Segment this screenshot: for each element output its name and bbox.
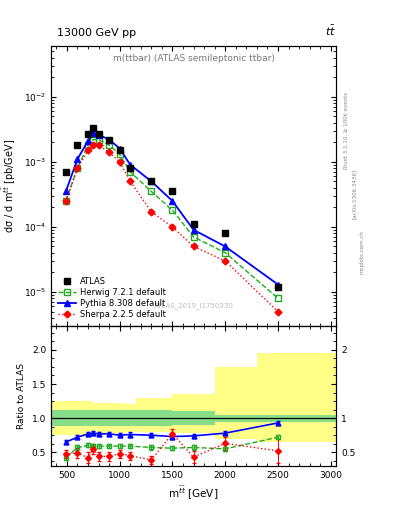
Sherpa 2.2.5 default xyxy=(223,258,228,264)
ATLAS xyxy=(275,284,280,290)
Herwig 7.2.1 default xyxy=(107,142,112,148)
Text: m(ttbar) (ATLAS semileptonic ttbar): m(ttbar) (ATLAS semileptonic ttbar) xyxy=(113,54,274,63)
Pythia 8.308 default xyxy=(64,188,68,195)
Sherpa 2.2.5 default xyxy=(86,147,90,154)
X-axis label: m$^{\bar{t}\bar{t}}$ [GeV]: m$^{\bar{t}\bar{t}}$ [GeV] xyxy=(168,485,219,502)
Sherpa 2.2.5 default xyxy=(107,149,112,155)
Herwig 7.2.1 default xyxy=(191,234,196,240)
Sherpa 2.2.5 default xyxy=(191,243,196,249)
Pythia 8.308 default xyxy=(223,243,228,249)
Pythia 8.308 default xyxy=(275,282,280,288)
Herwig 7.2.1 default xyxy=(91,136,95,142)
Y-axis label: dσ / d m$^{t\bar{t}}$ [pb/GeV]: dσ / d m$^{t\bar{t}}$ [pb/GeV] xyxy=(1,139,18,233)
Text: [arXiv:1306.3436]: [arXiv:1306.3436] xyxy=(352,169,357,219)
Pythia 8.308 default xyxy=(191,227,196,233)
Herwig 7.2.1 default xyxy=(118,152,122,158)
ATLAS xyxy=(96,131,101,137)
Sherpa 2.2.5 default xyxy=(64,198,68,204)
ATLAS xyxy=(91,125,95,131)
ATLAS xyxy=(128,165,132,171)
Text: Rivet 3.1.10, ≥ 100k events: Rivet 3.1.10, ≥ 100k events xyxy=(344,92,349,169)
Sherpa 2.2.5 default xyxy=(170,224,175,230)
ATLAS xyxy=(191,221,196,227)
Pythia 8.308 default xyxy=(170,198,175,204)
Herwig 7.2.1 default xyxy=(170,207,175,214)
Pythia 8.308 default xyxy=(75,156,80,162)
ATLAS xyxy=(170,188,175,195)
Sherpa 2.2.5 default xyxy=(91,142,95,148)
Pythia 8.308 default xyxy=(149,178,154,184)
Pythia 8.308 default xyxy=(128,162,132,168)
Text: mcplots.cern.ch: mcplots.cern.ch xyxy=(360,230,365,274)
Text: ATLAS_2019_I1750330: ATLAS_2019_I1750330 xyxy=(154,303,233,309)
Herwig 7.2.1 default xyxy=(64,198,68,204)
Line: ATLAS: ATLAS xyxy=(63,125,281,290)
ATLAS xyxy=(149,178,154,184)
Line: Herwig 7.2.1 default: Herwig 7.2.1 default xyxy=(63,137,281,301)
Herwig 7.2.1 default xyxy=(128,169,132,175)
Text: $t\bar{t}$: $t\bar{t}$ xyxy=(325,24,336,38)
Pythia 8.308 default xyxy=(118,145,122,152)
ATLAS xyxy=(223,230,228,236)
Legend: ATLAS, Herwig 7.2.1 default, Pythia 8.308 default, Sherpa 2.2.5 default: ATLAS, Herwig 7.2.1 default, Pythia 8.30… xyxy=(55,274,169,322)
Line: Sherpa 2.2.5 default: Sherpa 2.2.5 default xyxy=(63,143,280,314)
Herwig 7.2.1 default xyxy=(275,295,280,302)
Sherpa 2.2.5 default xyxy=(75,165,80,171)
Line: Pythia 8.308 default: Pythia 8.308 default xyxy=(63,130,281,287)
Sherpa 2.2.5 default xyxy=(128,178,132,184)
ATLAS xyxy=(118,147,122,154)
ATLAS xyxy=(64,169,68,175)
Sherpa 2.2.5 default xyxy=(96,142,101,148)
Text: 13000 GeV pp: 13000 GeV pp xyxy=(57,28,136,38)
Sherpa 2.2.5 default xyxy=(118,159,122,165)
Pythia 8.308 default xyxy=(96,132,101,138)
Pythia 8.308 default xyxy=(107,136,112,142)
Pythia 8.308 default xyxy=(86,138,90,144)
Herwig 7.2.1 default xyxy=(223,250,228,256)
Sherpa 2.2.5 default xyxy=(149,209,154,215)
Herwig 7.2.1 default xyxy=(96,136,101,142)
Herwig 7.2.1 default xyxy=(86,142,90,148)
Pythia 8.308 default xyxy=(91,130,95,136)
Herwig 7.2.1 default xyxy=(149,188,154,195)
ATLAS xyxy=(107,136,112,142)
ATLAS xyxy=(86,131,90,137)
ATLAS xyxy=(75,142,80,148)
Sherpa 2.2.5 default xyxy=(275,308,280,314)
Herwig 7.2.1 default xyxy=(75,165,80,171)
Y-axis label: Ratio to ATLAS: Ratio to ATLAS xyxy=(17,363,26,429)
